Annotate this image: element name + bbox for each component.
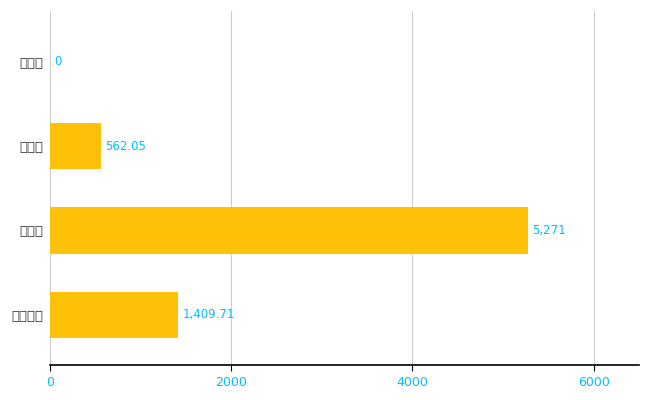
Text: 1,409.71: 1,409.71 (182, 308, 235, 321)
Bar (50, 123, 101, 169)
Bar (50, 207, 528, 254)
Text: 0: 0 (55, 55, 62, 68)
Bar (50, 292, 177, 338)
Text: 5,271: 5,271 (532, 224, 566, 237)
Text: 562.05: 562.05 (105, 140, 146, 153)
